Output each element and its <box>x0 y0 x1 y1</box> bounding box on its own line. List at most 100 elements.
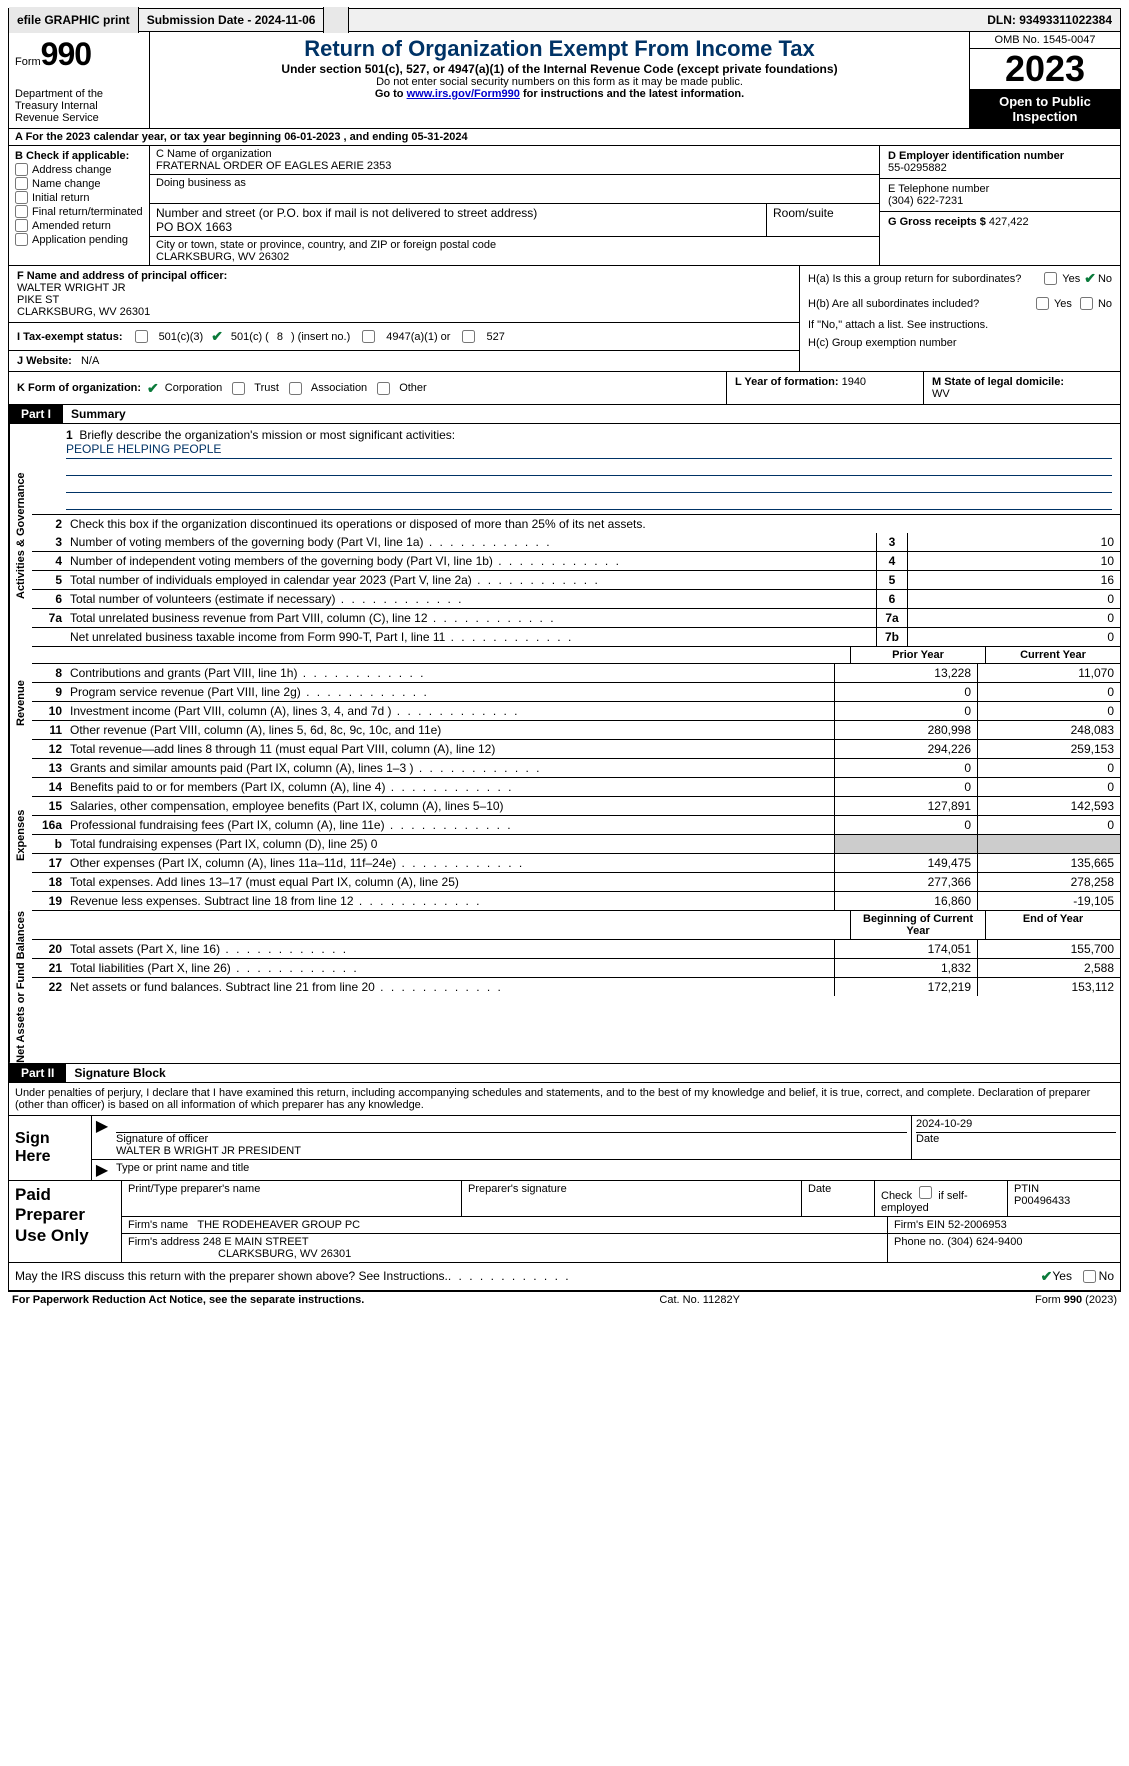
form-label: Form <box>15 56 41 68</box>
preparer-date-label: Date <box>802 1181 875 1216</box>
corporation-checked-icon: ✔ <box>147 380 159 397</box>
org-name-label: C Name of organization <box>156 148 873 160</box>
page-footer: For Paperwork Reduction Act Notice, see … <box>8 1291 1121 1308</box>
sign-here-block: Sign Here ▶ Signature of officer WALTER … <box>8 1116 1121 1181</box>
527-checkbox[interactable] <box>462 330 475 343</box>
officer-name: WALTER WRIGHT JR <box>17 282 126 294</box>
firm-ein: 52-2006953 <box>948 1219 1007 1231</box>
officer-city: CLARKSBURG, WV 26301 <box>17 306 150 318</box>
officer-status-block: F Name and address of principal officer:… <box>8 266 1121 372</box>
initial-return-checkbox[interactable] <box>15 191 28 204</box>
section-m: M State of legal domicile:WV <box>923 372 1120 404</box>
section-k: K Form of organization: ✔Corporation Tru… <box>9 372 726 404</box>
summary-net-assets: Net Assets or Fund Balances Beginning of… <box>8 911 1121 1064</box>
ptin-label: PTIN <box>1014 1183 1114 1195</box>
summary-governance: Activities & Governance 1 Briefly descri… <box>8 424 1121 647</box>
omb-number: OMB No. 1545-0047 <box>970 32 1120 49</box>
preparer-name-label: Print/Type preparer's name <box>122 1181 462 1216</box>
mission-block: 1 Briefly describe the organization's mi… <box>32 424 1120 515</box>
tax-year: 2023 <box>970 49 1120 90</box>
org-form-block: K Form of organization: ✔Corporation Tru… <box>8 372 1121 405</box>
amended-return-checkbox[interactable] <box>15 219 28 232</box>
city-label: City or town, state or province, country… <box>156 239 873 251</box>
officer-street: PIKE ST <box>17 294 59 306</box>
catalog-number: Cat. No. 11282Y <box>659 1294 740 1306</box>
section-j: J Website: N/A <box>9 351 799 371</box>
form-title: Return of Organization Exempt From Incom… <box>160 36 959 62</box>
header-center: Return of Organization Exempt From Incom… <box>150 32 969 128</box>
preparer-sig-label: Preparer's signature <box>462 1181 802 1216</box>
hb-no-checkbox[interactable] <box>1080 297 1093 310</box>
self-employed-label: Check if self-employed <box>875 1181 1008 1216</box>
phone-label: E Telephone number <box>888 183 1112 195</box>
top-toolbar: efile GRAPHIC print Submission Date - 20… <box>8 8 1121 32</box>
section-h: H(a) Is this a group return for subordin… <box>799 266 1120 371</box>
sign-arrow-icon: ▶ <box>92 1116 112 1159</box>
application-pending-checkbox[interactable] <box>15 233 28 246</box>
net-assets-tab: Net Assets or Fund Balances <box>9 911 32 1063</box>
entity-block: B Check if applicable: Address change Na… <box>8 146 1121 266</box>
ha-yes-checkbox[interactable] <box>1044 272 1057 285</box>
form-subtitle: Under section 501(c), 527, or 4947(a)(1)… <box>160 62 959 76</box>
governance-tab: Activities & Governance <box>9 424 32 647</box>
paid-preparer-block: Paid Preparer Use Only Print/Type prepar… <box>8 1181 1121 1263</box>
expenses-tab: Expenses <box>9 759 32 911</box>
section-b-label: B Check if applicable: <box>15 150 143 162</box>
4947-checkbox[interactable] <box>362 330 375 343</box>
firm-name: THE RODEHEAVER GROUP PC <box>197 1219 360 1231</box>
org-name: FRATERNAL ORDER OF EAGLES AERIE 2353 <box>156 160 873 172</box>
hb-yes-checkbox[interactable] <box>1036 297 1049 310</box>
ha-no-checked-icon: ✔ <box>1084 270 1096 287</box>
officer-name-title: WALTER B WRIGHT JR PRESIDENT <box>116 1145 907 1157</box>
sign-arrow-icon-2: ▶ <box>92 1160 112 1180</box>
address-change-checkbox[interactable] <box>15 163 28 176</box>
ein-label: D Employer identification number <box>888 150 1112 162</box>
section-b: B Check if applicable: Address change Na… <box>9 146 150 265</box>
perjury-statement: Under penalties of perjury, I declare th… <box>8 1083 1121 1116</box>
form-header: Form 990 Department of the Treasury Inte… <box>8 32 1121 129</box>
discuss-line: May the IRS discuss this return with the… <box>8 1263 1121 1291</box>
ssn-warning: Do not enter social security numbers on … <box>160 76 959 88</box>
section-deg: D Employer identification number 55-0295… <box>879 146 1120 265</box>
part-2-header: Part II Signature Block <box>8 1064 1121 1083</box>
association-checkbox[interactable] <box>289 382 302 395</box>
city-value: CLARKSBURG, WV 26302 <box>156 251 873 263</box>
goto-line: Go to www.irs.gov/Form990 for instructio… <box>160 88 959 100</box>
ein-value: 55-0295882 <box>888 162 1112 174</box>
firm-address-2: CLARKSBURG, WV 26301 <box>218 1248 351 1260</box>
section-f: F Name and address of principal officer:… <box>9 266 799 323</box>
sig-officer-label: Signature of officer <box>116 1133 907 1145</box>
discuss-no-checkbox[interactable] <box>1083 1270 1096 1283</box>
firm-address-1: 248 E MAIN STREET <box>203 1236 309 1248</box>
street-value: PO BOX 1663 <box>156 220 760 234</box>
section-i: I Tax-exempt status: 501(c)(3) ✔501(c) (… <box>9 323 799 351</box>
form-number: 990 <box>41 36 91 73</box>
open-to-public: Open to Public Inspection <box>970 90 1120 128</box>
part-1-header: Part I Summary <box>8 405 1121 424</box>
irs-link[interactable]: www.irs.gov/Form990 <box>407 88 520 100</box>
header-right: OMB No. 1545-0047 2023 Open to Public In… <box>969 32 1120 128</box>
sig-date: 2024-10-29 <box>916 1118 1116 1133</box>
summary-revenue: Revenue Prior YearCurrent Year 8Contribu… <box>8 647 1121 759</box>
type-name-label: Type or print name and title <box>112 1160 1120 1180</box>
summary-expenses: Expenses 13Grants and similar amounts pa… <box>8 759 1121 911</box>
firm-phone: (304) 624-9400 <box>947 1236 1022 1248</box>
ptin-value: P00496433 <box>1014 1195 1114 1207</box>
501c3-checkbox[interactable] <box>135 330 148 343</box>
department-label: Department of the Treasury Internal Reve… <box>15 88 143 124</box>
efile-print-button[interactable]: efile GRAPHIC print <box>9 7 139 33</box>
other-checkbox[interactable] <box>377 382 390 395</box>
tax-year-line: A For the 2023 calendar year, or tax yea… <box>8 129 1121 146</box>
dba-label: Doing business as <box>156 177 873 189</box>
street-label: Number and street (or P.O. box if mail i… <box>156 206 760 220</box>
section-l: L Year of formation: 1940 <box>726 372 923 404</box>
self-employed-checkbox[interactable] <box>919 1186 932 1199</box>
discuss-yes-checked-icon: ✔ <box>1041 1268 1053 1285</box>
name-change-checkbox[interactable] <box>15 177 28 190</box>
room-suite-label: Room/suite <box>767 204 879 236</box>
toolbar-spacer <box>323 7 349 33</box>
website-value: N/A <box>81 355 99 367</box>
trust-checkbox[interactable] <box>232 382 245 395</box>
final-return-checkbox[interactable] <box>15 205 28 218</box>
dln-label: DLN: 93493311022384 <box>979 11 1120 29</box>
